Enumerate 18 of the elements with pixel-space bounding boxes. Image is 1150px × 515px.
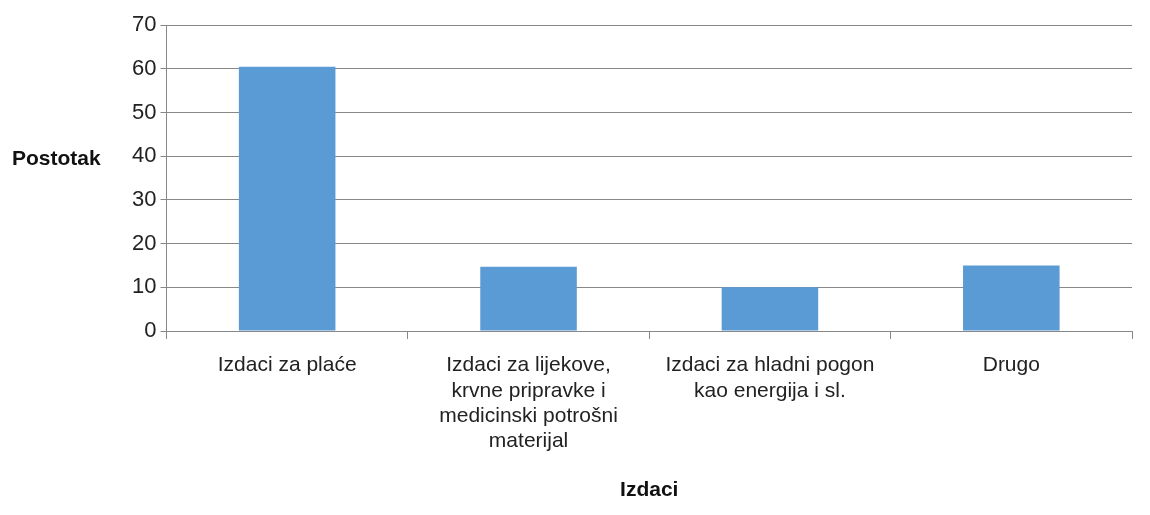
y-tick-label: 20: [131, 229, 157, 255]
x-tick-label: Drugo: [982, 352, 1040, 376]
bar: [721, 287, 819, 331]
y-tick-label: 40: [131, 142, 157, 168]
y-tick-label: 50: [131, 98, 157, 124]
x-tick-label: Izdaci za hladni pogon kao energija i sl.: [665, 352, 875, 401]
y-tick-label: 70: [131, 11, 157, 37]
bar: [963, 265, 1060, 331]
x-tick-label: Izdaci za plaće: [217, 352, 357, 376]
x-tick-label: Izdaci za lijekove, krvne pripravke i medicinski potrošni materijal: [439, 352, 618, 451]
y-tick-label: 10: [131, 273, 157, 299]
x-axis-title: Izdaci: [620, 477, 679, 501]
bar: [480, 266, 577, 331]
bar: [238, 66, 336, 331]
y-axis-title: Postotak: [12, 146, 101, 170]
y-tick-label: 0: [144, 317, 157, 343]
y-tick-label: 30: [131, 186, 157, 212]
y-tick-label: 60: [131, 54, 157, 80]
